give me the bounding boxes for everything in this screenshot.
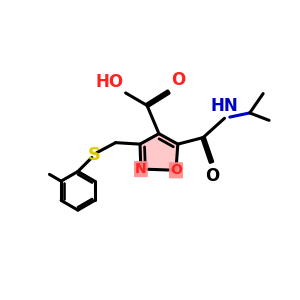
Text: O: O — [205, 167, 219, 185]
Text: HO: HO — [95, 73, 123, 91]
Text: S: S — [88, 146, 101, 164]
Text: O: O — [171, 71, 185, 89]
Text: N: N — [135, 162, 147, 176]
Text: O: O — [170, 163, 182, 177]
Text: HN: HN — [210, 97, 238, 115]
Polygon shape — [140, 134, 178, 170]
